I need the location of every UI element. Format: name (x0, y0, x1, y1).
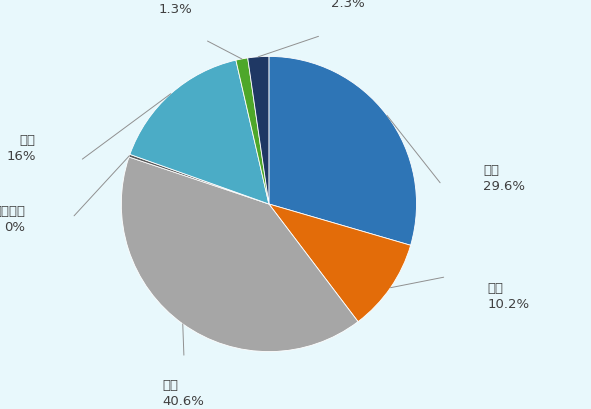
Wedge shape (248, 57, 269, 204)
Wedge shape (269, 57, 417, 246)
Text: 地熱
40.6%: 地熱 40.6% (163, 378, 204, 407)
Text: 太陽光
1.3%: 太陽光 1.3% (158, 0, 192, 16)
Text: 風力
16%: 風力 16% (6, 134, 35, 163)
Text: 水力
29.6%: 水力 29.6% (483, 164, 525, 193)
Wedge shape (121, 157, 358, 352)
Wedge shape (236, 59, 269, 204)
Text: 火力
10.2%: 火力 10.2% (488, 281, 530, 310)
Wedge shape (129, 155, 269, 204)
Wedge shape (130, 61, 269, 204)
Text: コジェネ
0%: コジェネ 0% (0, 205, 25, 234)
Text: 輸入
2.3%: 輸入 2.3% (331, 0, 365, 10)
Wedge shape (269, 204, 411, 322)
